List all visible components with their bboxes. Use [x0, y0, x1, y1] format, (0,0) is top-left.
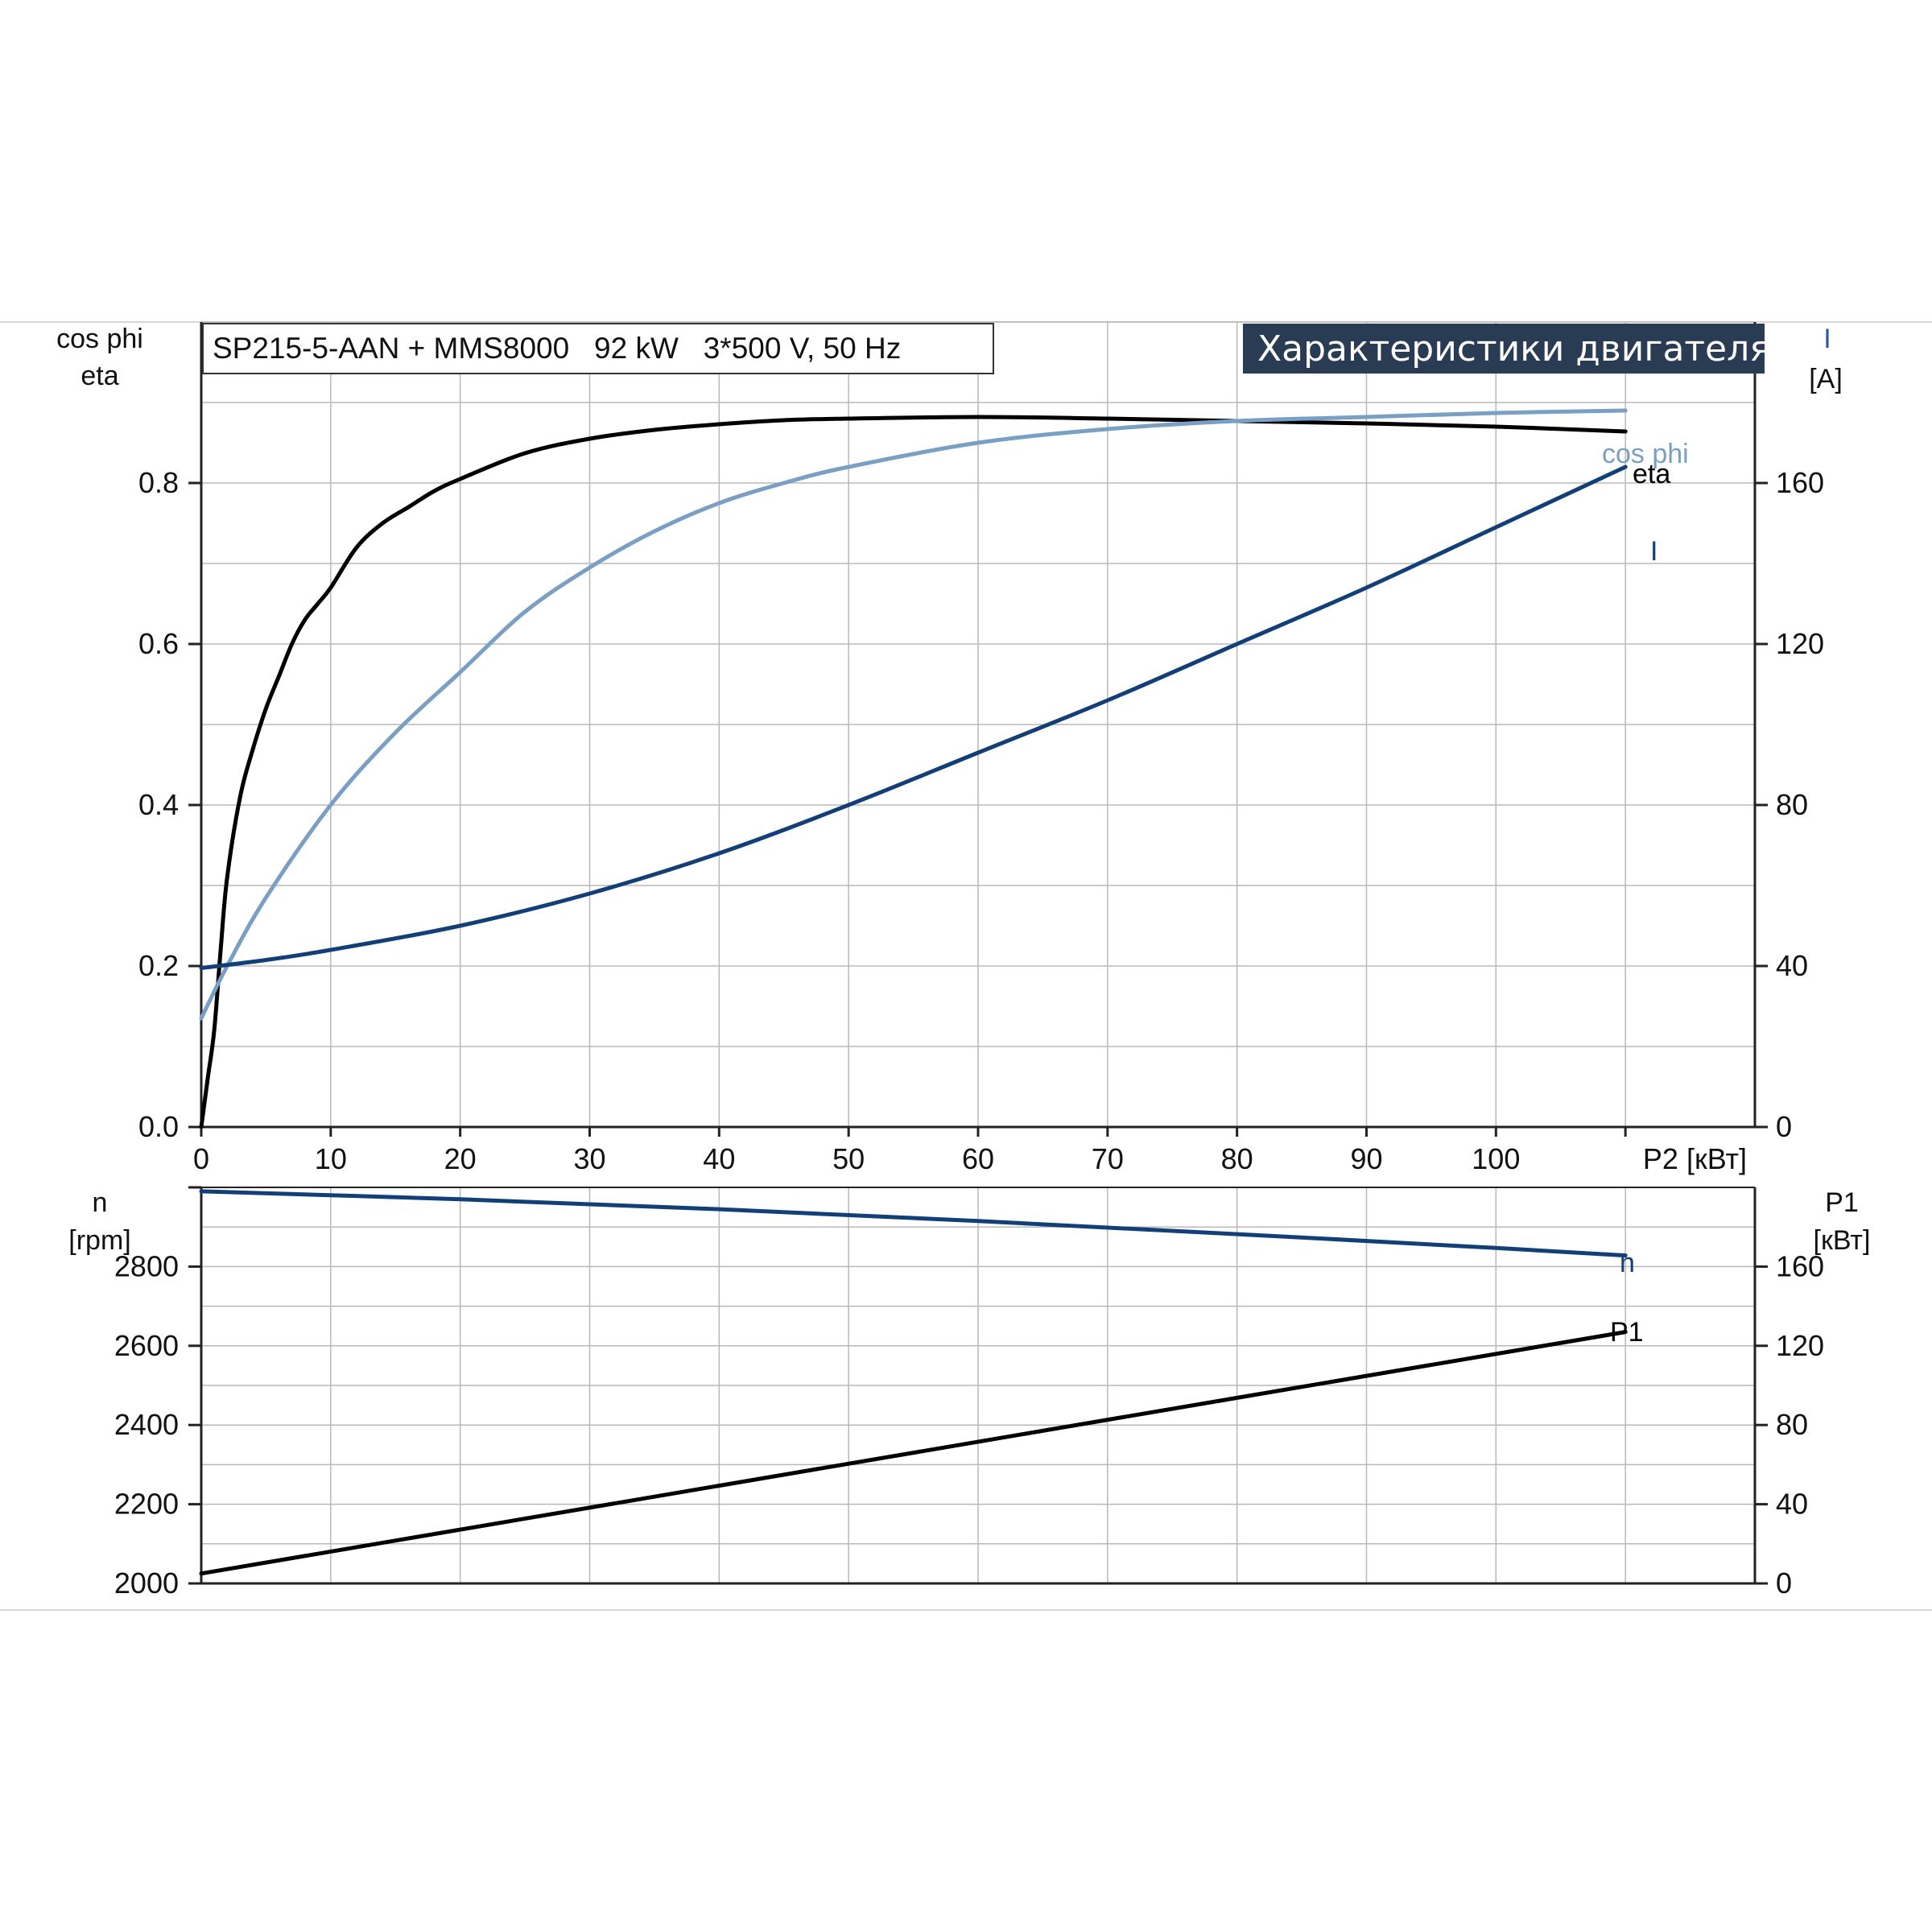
n-curve — [199, 1189, 1628, 1258]
upper-left-tick-label: 0.6 — [138, 627, 179, 660]
x-tick-label: 20 — [444, 1142, 477, 1175]
lower-right-tick-label: 120 — [1776, 1329, 1824, 1362]
upper-right-tick-label: 160 — [1776, 466, 1824, 499]
lower-right-tick-label: 40 — [1776, 1488, 1808, 1521]
lower-left-axis-title-line2: [rpm] — [68, 1225, 130, 1256]
model-info-text: SP215-5-AAN + MMS8000 92 kW 3*500 V, 50 … — [213, 332, 901, 365]
eta-curve — [199, 415, 1628, 1129]
upper-right-tick-label: 80 — [1776, 788, 1808, 821]
x-tick-label: 100 — [1472, 1142, 1520, 1175]
upper-grid — [200, 321, 1756, 1127]
upper-left-tick-label: 0.8 — [138, 466, 179, 499]
lower-left-tick-label: 2800 — [114, 1249, 179, 1282]
x-tick-label: 80 — [1221, 1142, 1253, 1175]
upper-left-tick-label: 0.2 — [138, 949, 179, 982]
lower-right-tick-label: 80 — [1776, 1408, 1808, 1441]
upper-right-tick-label: 120 — [1776, 627, 1824, 660]
title-banner — [1243, 324, 1765, 374]
lower-right-axis-title-line1: P1 — [1825, 1187, 1859, 1218]
eta-curve-label: eta — [1633, 459, 1670, 489]
x-tick-label: 60 — [962, 1142, 994, 1175]
x-tick-label: 10 — [315, 1142, 347, 1175]
x-tick-label: 30 — [573, 1142, 605, 1175]
lower-right-tick-label: 0 — [1776, 1567, 1792, 1600]
x-tick-label: 0 — [193, 1142, 209, 1175]
lower-left-tick-label: 2000 — [114, 1567, 179, 1600]
lower-left-axis-title-line1: n — [93, 1187, 108, 1218]
current-curve-label: I — [1650, 536, 1657, 567]
upper-right-tick-label: 0 — [1776, 1110, 1792, 1143]
i-curve — [199, 464, 1628, 970]
upper-left-axis-title-line1: cos phi — [56, 324, 143, 354]
lower-right-axis-title-line2: [кВт] — [1814, 1225, 1871, 1256]
cos-phi-curve-label: cos phi — [1602, 439, 1689, 469]
title-banner-text: Характеристики двигателя — [1257, 328, 1771, 369]
upper-right-axis-title-line1: I — [1823, 324, 1831, 354]
upper-right-tick-label: 40 — [1776, 949, 1808, 982]
lower-left-tick-label: 2400 — [114, 1408, 179, 1441]
lower-right-tick-label: 160 — [1776, 1249, 1824, 1282]
lower-left-tick-label: 2200 — [114, 1488, 179, 1521]
p1-curve — [199, 1330, 1628, 1576]
upper-left-tick-label: 0.4 — [138, 788, 179, 821]
upper-left-tick-label: 0.0 — [138, 1110, 179, 1143]
tick-marks — [188, 481, 1768, 1585]
x-tick-label: 40 — [703, 1142, 735, 1175]
cos-phi-curve — [199, 408, 1628, 1021]
lower-grid — [200, 1187, 1756, 1583]
tick-labels: 0 10 20 30 40 50 60 70 80 90 100 0.0 0.2 0.4 0.6 0.8 0 40… — [114, 466, 1824, 1600]
lower-left-tick-label: 2600 — [114, 1329, 179, 1362]
upper-left-axis-title-line2: eta — [80, 361, 118, 391]
speed-curve-label: n — [1620, 1248, 1635, 1278]
p1-curve-label: P1 — [1610, 1317, 1644, 1348]
curves — [199, 408, 1628, 1576]
x-tick-label: 70 — [1092, 1142, 1124, 1175]
model-info-box — [202, 323, 994, 374]
x-axis-title: P2 [кВт] — [1643, 1142, 1747, 1175]
x-tick-label: 90 — [1350, 1142, 1382, 1175]
upper-right-axis-title-line2: [A] — [1809, 364, 1843, 394]
x-tick-label: 50 — [832, 1142, 865, 1175]
